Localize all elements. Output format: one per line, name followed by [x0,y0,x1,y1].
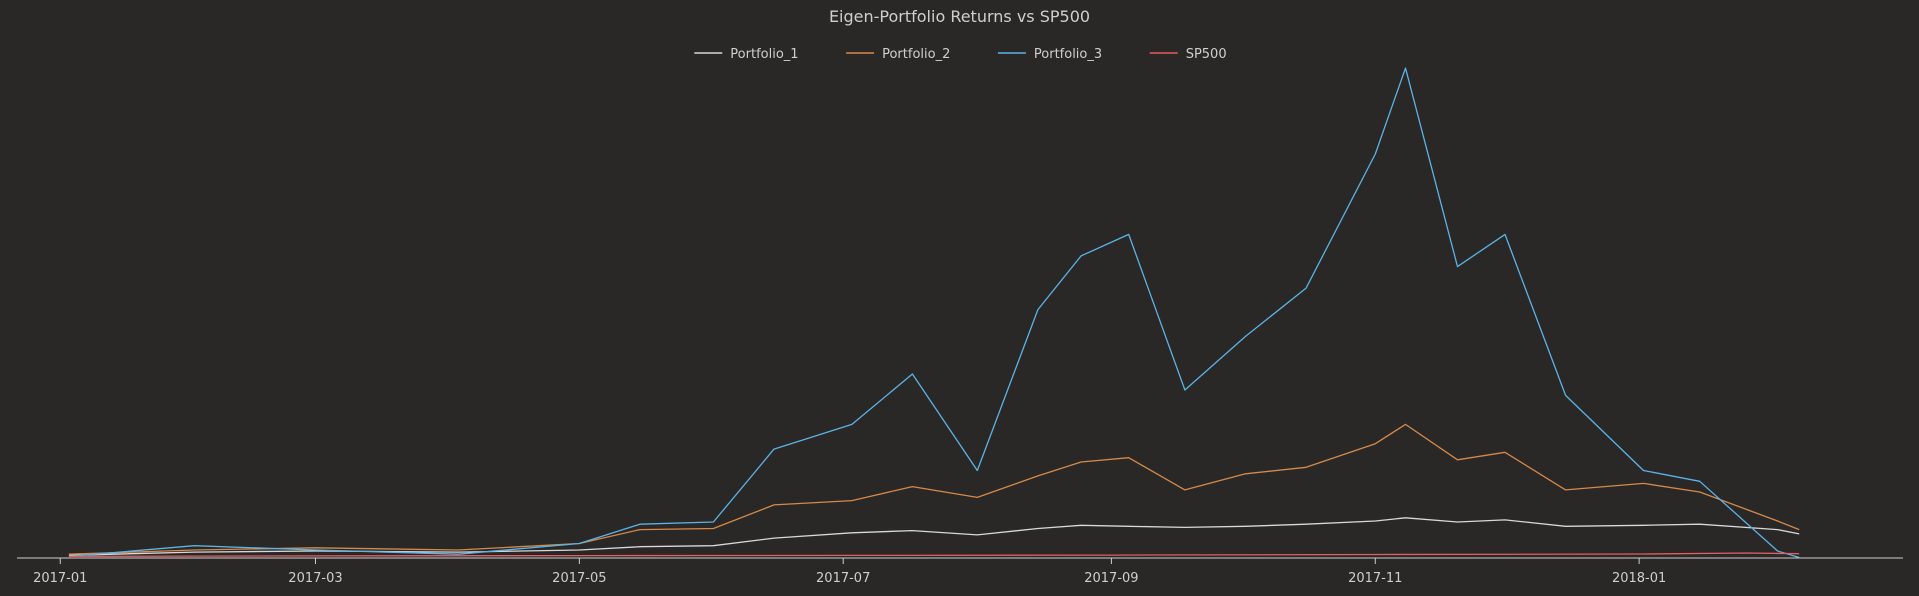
x-tick-label: 2017-11 [1348,571,1402,586]
chart-title: Eigen-Portfolio Returns vs SP500 [829,7,1090,26]
x-tick-label: 2017-05 [552,571,606,586]
legend: Portfolio_1 Portfolio_2 Portfolio_3 SP500 [694,47,1227,62]
x-tick-label: 2017-01 [33,571,87,586]
plot-area [68,67,1800,559]
legend-label: SP500 [1186,47,1227,62]
legend-item-sp500: SP500 [1149,47,1227,62]
x-tick-label: 2017-09 [1084,571,1138,586]
x-tick-label: 2018-01 [1612,571,1666,586]
series-line-portfolio-3 [68,67,1800,559]
legend-item-portfolio-2: Portfolio_2 [846,47,950,62]
series-line-sp500 [68,552,1800,558]
legend-label: Portfolio_2 [882,47,950,62]
series-line-portfolio-2 [68,423,1800,555]
legend-label: Portfolio_3 [1034,47,1102,62]
series-line-portfolio-1 [68,517,1800,556]
x-tick-label: 2017-03 [288,571,342,586]
legend-item-portfolio-3: Portfolio_3 [997,47,1102,62]
legend-item-portfolio-1: Portfolio_1 [694,47,799,62]
x-axis-ticks: 2017-01 2017-03 2017-05 2017-07 2017-09 2017-… [33,558,1666,586]
x-tick-label: 2017-07 [816,571,870,586]
legend-label: Portfolio_1 [730,47,798,62]
